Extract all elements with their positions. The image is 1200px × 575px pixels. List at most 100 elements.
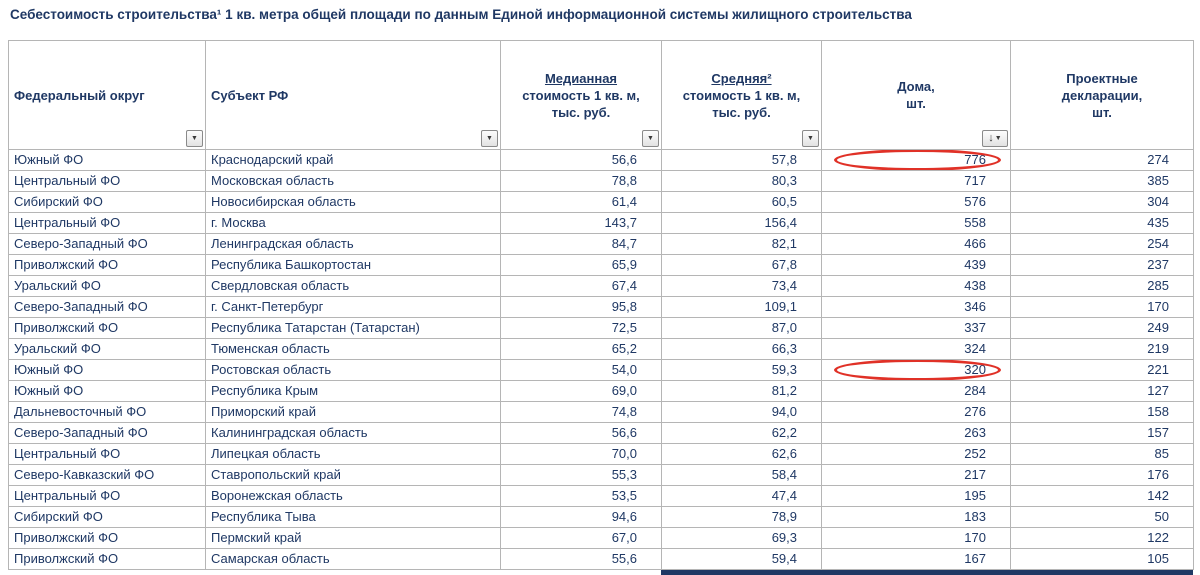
column-header-median: Медианная стоимость 1 кв. м, тыс. руб. ▼ bbox=[500, 40, 662, 150]
table-row: Центральный ФО Московская область 78,8 80,3… bbox=[8, 170, 1194, 192]
table-row: Дальневосточный ФО Приморский край 74,8 94,… bbox=[8, 401, 1194, 423]
filter-sorted-descending-icon[interactable]: ↓ ▼ bbox=[982, 130, 1008, 147]
cell-declarations: 285 bbox=[1010, 275, 1194, 297]
table-row: Южный ФО Ростовская область 54,0 59,3 320 221 bbox=[8, 359, 1194, 381]
cell-federal-district: Приволжский ФО bbox=[8, 317, 206, 339]
cell-houses: 276 bbox=[821, 401, 1011, 423]
column-header-houses: Дома, шт. ↓ ▼ bbox=[821, 40, 1011, 150]
column-header-declarations: Проектные декларации, шт. bbox=[1010, 40, 1194, 150]
column-header-label: Дома, шт. bbox=[897, 79, 935, 111]
column-header-label: Проектные декларации, шт. bbox=[1061, 70, 1143, 120]
cell-median-cost: 65,2 bbox=[500, 338, 662, 360]
cell-median-cost: 84,7 bbox=[500, 233, 662, 255]
cell-houses: 466 bbox=[821, 233, 1011, 255]
cell-declarations: 127 bbox=[1010, 380, 1194, 402]
filter-dropdown-icon[interactable]: ▼ bbox=[481, 130, 498, 147]
cell-subject: г. Москва bbox=[205, 212, 501, 234]
cell-federal-district: Северо-Западный ФО bbox=[8, 422, 206, 444]
cell-average-cost: 156,4 bbox=[661, 212, 822, 234]
cell-average-cost: 59,3 bbox=[661, 359, 822, 381]
cell-houses: 438 bbox=[821, 275, 1011, 297]
cell-average-cost: 73,4 bbox=[661, 275, 822, 297]
filter-dropdown-icon[interactable]: ▼ bbox=[802, 130, 819, 147]
cell-houses: 558 bbox=[821, 212, 1011, 234]
cell-average-cost: 67,8 bbox=[661, 254, 822, 276]
cell-subject: Ленинградская область bbox=[205, 233, 501, 255]
cell-median-cost: 69,0 bbox=[500, 380, 662, 402]
column-header-label: Субъект РФ bbox=[211, 87, 289, 103]
cell-federal-district: Северо-Кавказский ФО bbox=[8, 464, 206, 486]
cell-federal-district: Центральный ФО bbox=[8, 212, 206, 234]
table-row: Южный ФО Республика Крым 69,0 81,2 284 127 bbox=[8, 380, 1194, 402]
cell-houses: 195 bbox=[821, 485, 1011, 507]
cell-federal-district: Уральский ФО bbox=[8, 338, 206, 360]
table-row: Северо-Кавказский ФО Ставропольский край 5… bbox=[8, 464, 1194, 486]
cell-subject: Республика Крым bbox=[205, 380, 501, 402]
cell-average-cost: 109,1 bbox=[661, 296, 822, 318]
header-row: Федеральный округ ▼ Субъект РФ ▼ Медианн… bbox=[8, 40, 1194, 150]
cell-average-cost: 80,3 bbox=[661, 170, 822, 192]
red-circle-annotation bbox=[834, 360, 1001, 380]
cell-median-cost: 67,4 bbox=[500, 275, 662, 297]
cell-subject: Республика Тыва bbox=[205, 506, 501, 528]
cell-declarations: 254 bbox=[1010, 233, 1194, 255]
cell-median-cost: 55,3 bbox=[500, 464, 662, 486]
cell-subject: Калининградская область bbox=[205, 422, 501, 444]
column-header-federal-district: Федеральный округ ▼ bbox=[8, 40, 206, 150]
cell-subject: Пермский край bbox=[205, 527, 501, 549]
cell-federal-district: Уральский ФО bbox=[8, 275, 206, 297]
cell-median-cost: 54,0 bbox=[500, 359, 662, 381]
cell-federal-district: Центральный ФО bbox=[8, 485, 206, 507]
cell-subject: г. Санкт-Петербург bbox=[205, 296, 501, 318]
cell-houses: 167 bbox=[821, 548, 1011, 570]
cell-houses: 776 bbox=[821, 149, 1011, 171]
cell-average-cost: 94,0 bbox=[661, 401, 822, 423]
cell-median-cost: 65,9 bbox=[500, 254, 662, 276]
column-header-label: Средняя² стоимость 1 кв. м, тыс. руб. bbox=[682, 70, 801, 120]
cell-median-cost: 78,8 bbox=[500, 170, 662, 192]
cell-median-cost: 72,5 bbox=[500, 317, 662, 339]
column-header-subject: Субъект РФ ▼ bbox=[205, 40, 501, 150]
table-row: Южный ФО Краснодарский край 56,6 57,8 776 274 bbox=[8, 149, 1194, 171]
cell-federal-district: Северо-Западный ФО bbox=[8, 233, 206, 255]
cell-average-cost: 81,2 bbox=[661, 380, 822, 402]
page-title: Себестоимость строительства¹ 1 кв. метра… bbox=[10, 7, 912, 22]
cell-subject: Московская область bbox=[205, 170, 501, 192]
cell-houses: 170 bbox=[821, 527, 1011, 549]
cell-declarations: 219 bbox=[1010, 338, 1194, 360]
table-row: Центральный ФО Воронежская область 53,5 47,… bbox=[8, 485, 1194, 507]
cell-subject: Самарская область bbox=[205, 548, 501, 570]
cell-declarations: 142 bbox=[1010, 485, 1194, 507]
cell-federal-district: Центральный ФО bbox=[8, 170, 206, 192]
cell-median-cost: 95,8 bbox=[500, 296, 662, 318]
filter-dropdown-icon[interactable]: ▼ bbox=[186, 130, 203, 147]
cell-median-cost: 56,6 bbox=[500, 149, 662, 171]
cell-median-cost: 53,5 bbox=[500, 485, 662, 507]
cell-declarations: 122 bbox=[1010, 527, 1194, 549]
filter-dropdown-icon[interactable]: ▼ bbox=[642, 130, 659, 147]
cell-houses: 284 bbox=[821, 380, 1011, 402]
cell-federal-district: Сибирский ФО bbox=[8, 191, 206, 213]
cell-subject: Воронежская область bbox=[205, 485, 501, 507]
cell-average-cost: 59,4 bbox=[661, 548, 822, 570]
table-row: Сибирский ФО Новосибирская область 61,4 60,… bbox=[8, 191, 1194, 213]
cell-federal-district: Дальневосточный ФО bbox=[8, 401, 206, 423]
cell-subject: Тюменская область bbox=[205, 338, 501, 360]
cell-houses: 252 bbox=[821, 443, 1011, 465]
cell-declarations: 435 bbox=[1010, 212, 1194, 234]
cell-houses: 576 bbox=[821, 191, 1011, 213]
cell-houses: 337 bbox=[821, 317, 1011, 339]
cell-average-cost: 69,3 bbox=[661, 527, 822, 549]
cell-average-cost: 47,4 bbox=[661, 485, 822, 507]
cell-declarations: 50 bbox=[1010, 506, 1194, 528]
cell-declarations: 157 bbox=[1010, 422, 1194, 444]
cell-houses: 439 bbox=[821, 254, 1011, 276]
cell-subject: Новосибирская область bbox=[205, 191, 501, 213]
cell-median-cost: 67,0 bbox=[500, 527, 662, 549]
column-header-average: Средняя² стоимость 1 кв. м, тыс. руб. ▼ bbox=[661, 40, 822, 150]
cell-federal-district: Южный ФО bbox=[8, 380, 206, 402]
cell-houses: 263 bbox=[821, 422, 1011, 444]
table-row: Центральный ФО Липецкая область 70,0 62,6 25… bbox=[8, 443, 1194, 465]
table-body: Южный ФО Краснодарский край 56,6 57,8 776 274… bbox=[8, 149, 1194, 570]
cell-subject: Свердловская область bbox=[205, 275, 501, 297]
